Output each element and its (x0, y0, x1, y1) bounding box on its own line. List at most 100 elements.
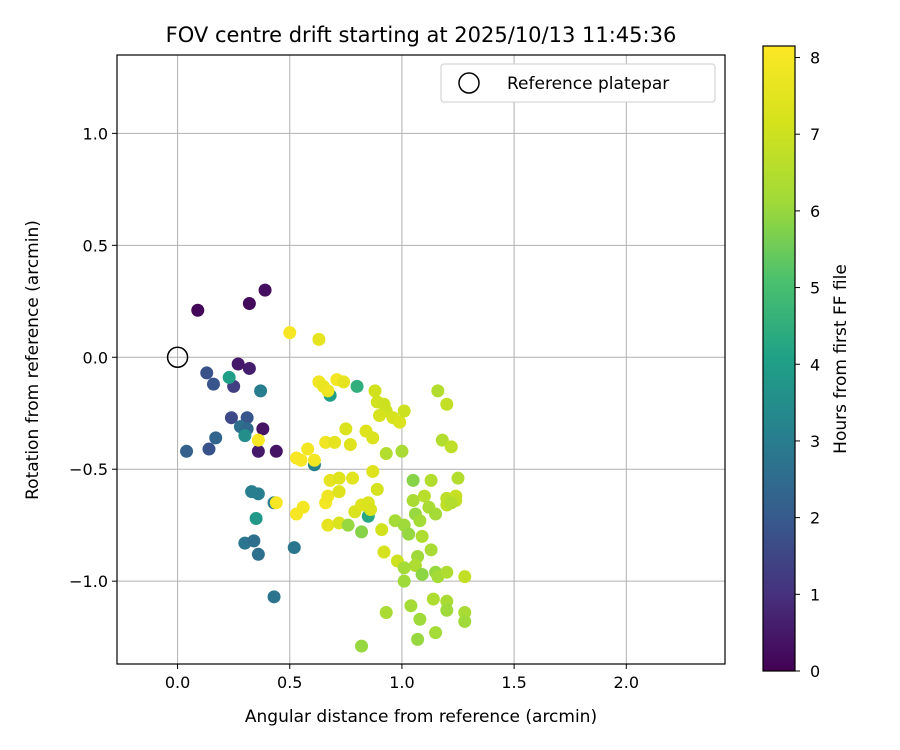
y-tick-label: 1.0 (83, 124, 108, 143)
legend-label: Reference platepar (507, 74, 669, 94)
data-point (440, 594, 454, 608)
data-point (355, 525, 369, 539)
data-point (296, 500, 310, 514)
data-point (321, 518, 335, 532)
data-point (242, 297, 256, 311)
legend: Reference platepar (440, 63, 716, 103)
data-point (269, 496, 283, 510)
data-point (258, 283, 272, 297)
colorbar-ticks: 0 1 2 3 4 5 6 7 8 (795, 49, 820, 681)
data-point (242, 361, 256, 375)
y-tick-label: −0.5 (69, 460, 108, 479)
data-point (372, 408, 386, 422)
data-point (429, 626, 443, 640)
data-point (397, 561, 411, 575)
data-point (343, 438, 357, 452)
colorbar-gradient (763, 46, 795, 671)
data-point (321, 384, 335, 398)
data-point (440, 603, 454, 617)
data-point (435, 433, 449, 447)
data-point (444, 496, 458, 510)
colorbar-label: Hours from first FF file (831, 264, 851, 454)
data-point (366, 431, 380, 445)
data-point (287, 541, 301, 555)
data-point (397, 404, 411, 418)
data-point (294, 453, 308, 467)
data-point (283, 326, 297, 340)
data-point (247, 534, 261, 548)
data-point (180, 444, 194, 458)
data-point (379, 606, 393, 620)
data-point (364, 503, 378, 517)
data-point (451, 471, 465, 485)
data-point (307, 453, 321, 467)
y-tick-label: 0.0 (83, 348, 108, 367)
data-point (224, 411, 238, 425)
plot-frame (116, 54, 726, 665)
data-point (202, 442, 216, 456)
data-point (406, 494, 420, 508)
data-point (429, 507, 443, 521)
data-point (431, 384, 445, 398)
data-point (458, 614, 472, 628)
data-point (355, 639, 369, 653)
data-point (319, 435, 333, 449)
data-point (251, 487, 265, 501)
data-point (251, 433, 265, 447)
data-point (332, 471, 346, 485)
data-point (458, 606, 472, 620)
data-point (402, 527, 416, 541)
data-point (370, 482, 384, 496)
data-point (377, 545, 391, 559)
y-axis-ticks: −1.0 −0.5 0.0 0.5 1.0 (69, 124, 117, 591)
legend-box (440, 63, 716, 103)
data-point (424, 473, 438, 487)
data-point (375, 523, 389, 537)
colorbar-tick-label: 8 (810, 49, 820, 68)
data-point (397, 574, 411, 588)
data-point (328, 435, 342, 449)
data-point (395, 444, 409, 458)
grid-lines (117, 55, 725, 664)
colorbar-frame (762, 45, 796, 672)
data-point (254, 384, 268, 398)
data-point (413, 612, 427, 626)
chart-title: FOV centre drift starting at 2025/10/13 … (166, 23, 677, 47)
data-point (312, 332, 326, 346)
data-point (251, 444, 265, 458)
colorbar-tick-label: 4 (810, 355, 820, 374)
data-point (256, 422, 270, 436)
data-point (209, 431, 223, 445)
data-point (440, 565, 454, 579)
data-point (269, 444, 283, 458)
data-point (404, 599, 418, 613)
data-point (200, 366, 214, 380)
x-tick-label: 0.0 (165, 673, 190, 692)
data-point (424, 543, 438, 557)
y-tick-label: 0.5 (83, 236, 108, 255)
data-point (413, 514, 427, 528)
data-point (415, 529, 429, 543)
y-tick-label: −1.0 (69, 572, 108, 591)
data-point (393, 415, 407, 429)
x-tick-label: 1.0 (389, 673, 414, 692)
data-point (301, 442, 315, 456)
data-point (368, 384, 382, 398)
x-tick-label: 0.5 (277, 673, 302, 692)
data-point (206, 377, 220, 391)
data-point (332, 485, 346, 499)
colorbar-tick-label: 3 (810, 432, 820, 451)
data-point (366, 464, 380, 478)
data-point (417, 489, 431, 503)
data-points (180, 283, 472, 653)
colorbar-tick-label: 6 (810, 202, 820, 221)
colorbar: 0 1 2 3 4 5 6 7 8 Hours from first FF file (762, 45, 851, 681)
data-point (222, 370, 236, 384)
data-point (337, 375, 351, 389)
data-point (251, 547, 265, 561)
data-point (341, 518, 355, 532)
colorbar-tick-label: 7 (810, 125, 820, 144)
colorbar-tick-label: 1 (810, 585, 820, 604)
x-tick-label: 1.5 (501, 673, 526, 692)
data-point (267, 590, 281, 604)
